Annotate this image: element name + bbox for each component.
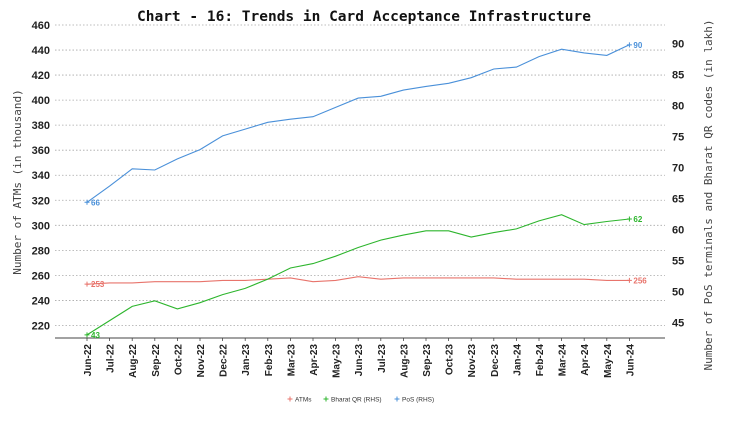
x-tick-label: Mar-24 — [558, 344, 569, 377]
legend-marker — [287, 396, 293, 402]
right-axis-title: Number of PoS terminals and Bharat QR co… — [702, 20, 715, 371]
left-axis-ticks: 220 240 260 280 300 320 340 360 380 400 420 440 460 — [32, 20, 50, 332]
x-tick-label: Nov-23 — [467, 344, 478, 378]
left-tick-label: 340 — [32, 170, 50, 182]
left-tick-label: 280 — [32, 245, 50, 257]
x-tick-label: Jul-23 — [377, 344, 388, 373]
x-tick-label: Apr-24 — [580, 344, 591, 376]
x-tick-label: Jan-23 — [241, 344, 252, 376]
pos-rhs-point-marker — [84, 199, 90, 205]
right-tick-label: 80 — [672, 101, 684, 113]
left-tick-label: 420 — [32, 70, 50, 82]
x-tick-label: Oct-22 — [173, 344, 184, 376]
x-axis-ticks: Jun-22 Jul-22 Aug-22 Sep-22 Oct-22 Nov-22 Dec-… — [83, 338, 636, 378]
x-tick-label: Sep-23 — [422, 344, 433, 377]
left-tick-label: 320 — [32, 195, 50, 207]
left-tick-label: 400 — [32, 95, 50, 107]
x-tick-label: Jun-23 — [354, 344, 365, 377]
x-tick-label: Apr-23 — [309, 344, 320, 376]
x-tick-label: Aug-22 — [128, 344, 139, 378]
right-tick-label: 60 — [672, 225, 684, 237]
x-tick-label: Jun-22 — [83, 344, 94, 377]
x-tick-label: Feb-24 — [535, 344, 546, 377]
gridlines — [55, 24, 665, 326]
x-tick-label: May-23 — [332, 344, 343, 378]
left-tick-label: 360 — [32, 145, 50, 157]
left-tick-label: 380 — [32, 120, 50, 132]
legend-marker — [323, 396, 329, 402]
right-tick-label: 45 — [672, 318, 684, 330]
bharat-qr-rhs-last-label: 62 — [633, 215, 642, 224]
x-tick-label: Sep-22 — [151, 344, 162, 377]
left-tick-label: 240 — [32, 295, 50, 307]
x-tick-label: Nov-22 — [196, 344, 207, 378]
x-tick-label: Aug-23 — [399, 344, 410, 378]
x-tick-label: Jan-24 — [512, 344, 523, 376]
right-tick-label: 90 — [672, 39, 684, 51]
right-tick-label: 85 — [672, 70, 684, 82]
left-tick-label: 300 — [32, 220, 50, 232]
left-tick-label: 460 — [32, 20, 50, 32]
right-tick-label: 55 — [672, 256, 684, 268]
x-tick-label: Dec-23 — [490, 344, 501, 377]
left-tick-label: 440 — [32, 45, 50, 57]
bharat-qr-rhs-point-marker — [84, 332, 90, 338]
x-tick-label: Jun-24 — [625, 344, 636, 377]
atms-first-label: 253 — [91, 280, 105, 289]
right-tick-label: 75 — [672, 132, 684, 144]
right-axis-ticks: 45 50 55 60 65 70 75 80 85 90 — [672, 39, 684, 330]
x-tick-label: Jul-22 — [106, 344, 117, 373]
x-tick-label: Feb-23 — [264, 344, 275, 377]
atms-line — [86, 276, 630, 285]
atms-last-label: 256 — [633, 276, 647, 285]
x-tick-label: May-24 — [603, 344, 614, 378]
legend: ATMs Bharat QR (RHS) PoS (RHS) — [287, 396, 434, 404]
legend-label: Bharat QR (RHS) — [331, 397, 382, 404]
x-tick-label: Mar-23 — [286, 344, 297, 377]
pos-rhs-first-label: 66 — [91, 198, 100, 207]
x-tick-label: Dec-22 — [219, 344, 230, 377]
left-tick-label: 220 — [32, 320, 50, 332]
series-group: 253 256 43 62 66 90 — [84, 41, 647, 340]
pos-rhs-last-label: 90 — [633, 41, 642, 50]
x-tick-label: Oct-23 — [445, 344, 456, 376]
atms-point-marker — [84, 281, 90, 287]
right-tick-label: 65 — [672, 194, 684, 206]
chart-title: Chart - 16: Trends in Card Acceptance In… — [137, 9, 591, 25]
bharat-qr-rhs-point-marker — [626, 216, 632, 222]
legend-label: ATMs — [295, 397, 312, 404]
legend-marker — [394, 396, 400, 402]
pos-rhs-line — [86, 44, 630, 203]
right-tick-label: 70 — [672, 163, 684, 175]
bharat-qr-rhs-line — [86, 214, 630, 336]
left-axis-title: Number of ATMs (in thousand) — [11, 89, 24, 274]
bharat-qr-rhs-first-label: 43 — [91, 331, 100, 340]
pos-rhs-point-marker — [626, 42, 632, 48]
legend-label: PoS (RHS) — [402, 397, 434, 404]
atms-point-marker — [626, 277, 632, 283]
right-tick-label: 50 — [672, 287, 684, 299]
left-tick-label: 260 — [32, 270, 50, 282]
